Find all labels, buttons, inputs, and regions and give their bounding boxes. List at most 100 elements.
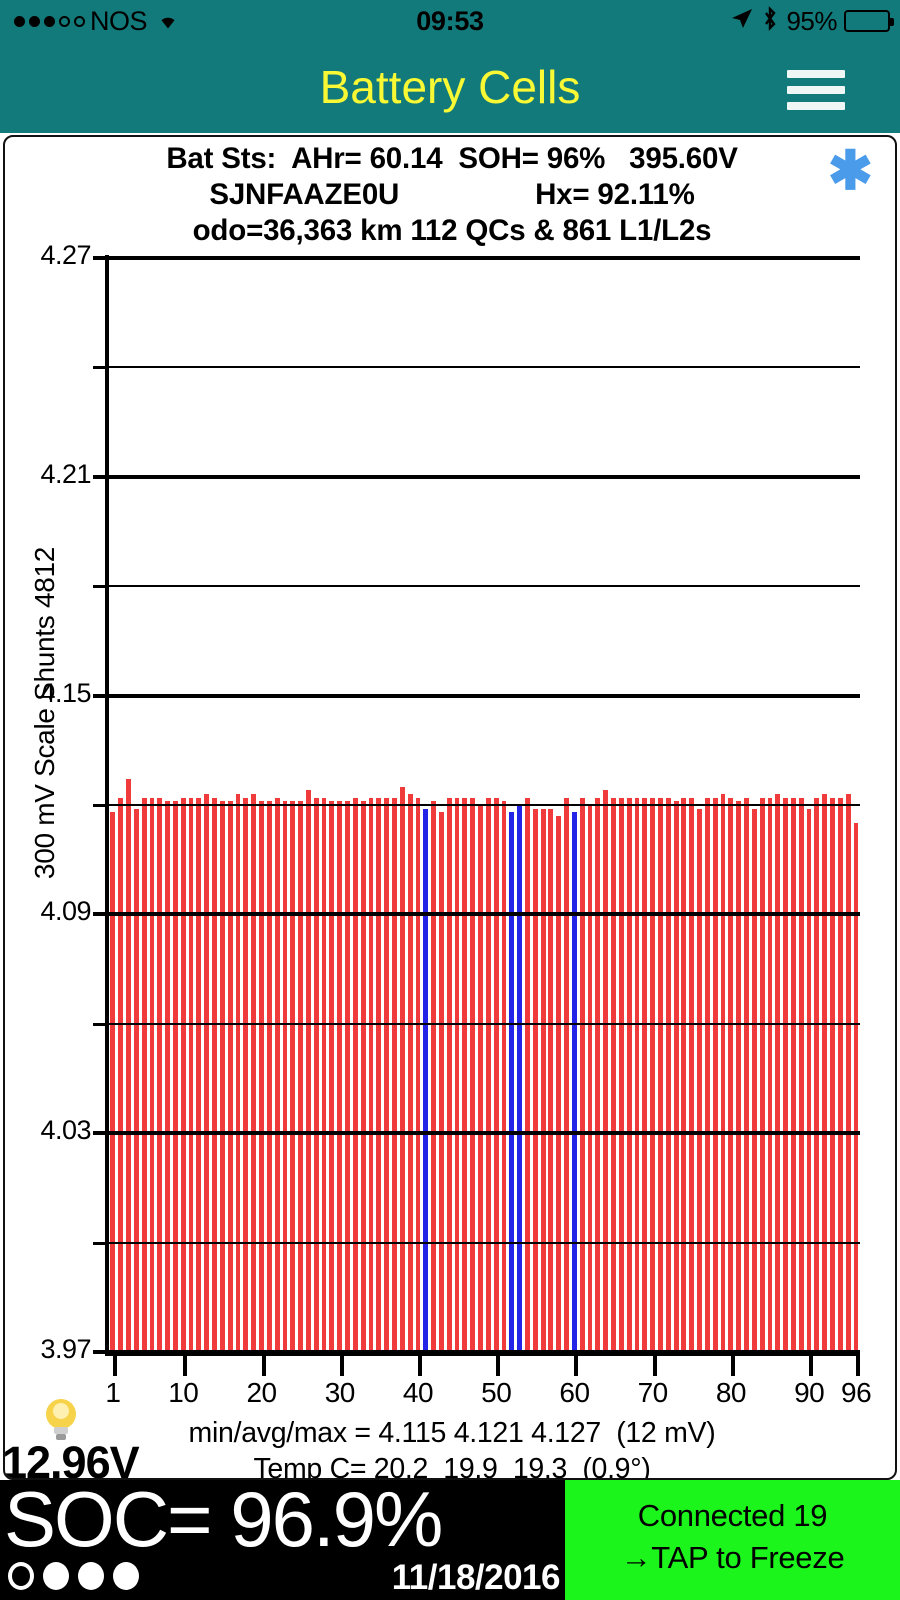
cell-bar [712, 797, 718, 1352]
x-tick [112, 1356, 117, 1376]
odometer-line: odo=36,363 km 112 QCs & 861 L1/L2s [192, 214, 712, 247]
cell-bar [446, 797, 452, 1352]
cell-bar [517, 805, 523, 1352]
lightbulb-icon [38, 1394, 84, 1446]
cell-bar [196, 797, 202, 1352]
cell-bar [126, 779, 131, 1352]
carrier-label: NOS [90, 5, 148, 36]
cell-bar [305, 790, 311, 1352]
cell-bar [556, 815, 562, 1352]
y-tick-minor [93, 1241, 109, 1245]
x-tick-label: 40 [402, 1377, 434, 1408]
cell-bar [681, 797, 687, 1352]
cell-bar [407, 794, 413, 1352]
battery-percent-label: 95% [786, 5, 837, 36]
status-bar-left: NOS [14, 4, 182, 38]
cell-bar [525, 797, 530, 1352]
page-dot[interactable] [43, 1562, 69, 1590]
cell-bar [141, 797, 147, 1352]
cell-bar [806, 808, 812, 1352]
cell-bar [478, 805, 483, 1352]
page-dot[interactable] [113, 1562, 139, 1590]
cell-bar [259, 801, 264, 1352]
page-dot[interactable] [8, 1562, 34, 1590]
battery-cells-panel: Bat Sts: AHr= 60.14 SOH= 96% 395.60V SJN… [3, 135, 897, 1480]
hamburger-menu-icon[interactable] [787, 70, 845, 110]
x-tick-label: 50 [481, 1377, 512, 1408]
cell-bar [845, 794, 851, 1352]
pack-voltage-label: 12.96V [3, 1437, 140, 1480]
cell-bar [509, 812, 515, 1352]
cell-bar [329, 801, 335, 1352]
temp-line: Temp C= 20.2 19.9 19.3 (0.9°) [253, 1453, 651, 1480]
page-dot[interactable] [78, 1562, 104, 1590]
cell-stats-footer: min/avg/max = 4.115 4.121 4.127 (12 mV) … [5, 1415, 895, 1480]
cell-bar [376, 797, 382, 1352]
y-tick [93, 474, 109, 479]
x-axis-line [105, 1352, 860, 1356]
date-label: 11/18/2016 [391, 1558, 561, 1597]
cell-bar [720, 794, 726, 1352]
bottom-status-bar: SOC= 96.9% 11/18/2016 Connected 19 →TAP … [0, 1476, 900, 1600]
y-tick-label: 4.03 [40, 1115, 91, 1146]
bat-sts-line: Bat Sts: AHr= 60.14 SOH= 96% 395.60V [166, 142, 738, 175]
cell-bar [837, 797, 843, 1352]
cell-bar [212, 797, 217, 1352]
x-tick-label: 60 [559, 1377, 590, 1408]
cell-bar [783, 797, 789, 1352]
cell-bar [798, 797, 804, 1352]
cell-bar [634, 797, 640, 1352]
cell-bar [110, 812, 116, 1352]
x-tick [652, 1356, 657, 1376]
x-tick-label: 90 [794, 1377, 825, 1408]
x-tick [574, 1356, 579, 1376]
cell-bar [415, 797, 421, 1352]
battery-icon [844, 10, 894, 32]
cell-bar [744, 797, 749, 1352]
cell-bar [673, 801, 679, 1352]
x-tick-label: 1 [105, 1377, 121, 1408]
asterisk-icon[interactable]: ✱ [827, 141, 873, 201]
battery-status-header: Bat Sts: AHr= 60.14 SOH= 96% 395.60V SJN… [5, 141, 895, 249]
y-tick-minor [93, 804, 109, 807]
cell-bar [595, 797, 601, 1352]
cell-bar [290, 801, 296, 1352]
soc-label: SOC= 96.9% [4, 1475, 443, 1563]
y-tick [93, 1350, 109, 1354]
cell-bar [282, 801, 288, 1352]
freeze-hint-label: →TAP to Freeze [620, 1540, 845, 1575]
cell-bar [274, 797, 280, 1352]
cell-bar [180, 797, 186, 1352]
cell-bar [227, 801, 233, 1352]
y-tick-label: 4.15 [40, 677, 91, 708]
y-tick-minor [93, 1022, 109, 1026]
bluetooth-icon [761, 5, 779, 37]
cell-bar [337, 801, 343, 1352]
x-tick-label: 70 [637, 1377, 669, 1408]
cell-bar [384, 797, 390, 1352]
page-dots-indicator[interactable] [8, 1562, 139, 1590]
cell-bar [485, 797, 491, 1352]
cell-bar [423, 808, 429, 1352]
cell-bar [611, 797, 616, 1352]
cell-bar [689, 797, 695, 1352]
cell-bar [853, 823, 859, 1352]
x-tick [183, 1356, 188, 1376]
cell-bar [204, 794, 210, 1352]
cell-bar [454, 797, 460, 1352]
x-tick [339, 1356, 344, 1376]
x-tick-label: 30 [324, 1377, 356, 1408]
x-tick-label: 20 [246, 1377, 277, 1408]
y-tick [93, 693, 109, 698]
connection-status-button[interactable]: Connected 19 →TAP to Freeze [565, 1480, 900, 1600]
cell-bar [399, 786, 405, 1352]
cell-bar [775, 794, 781, 1352]
cell-bar [791, 797, 796, 1352]
cell-bar [540, 808, 546, 1352]
cell-bar [548, 808, 554, 1352]
x-ticks-group [105, 1356, 865, 1378]
cell-bar [157, 797, 163, 1352]
x-tick-label: 96 [841, 1377, 872, 1408]
status-bar-right: 95% [730, 4, 894, 38]
wifi-icon [154, 8, 182, 35]
